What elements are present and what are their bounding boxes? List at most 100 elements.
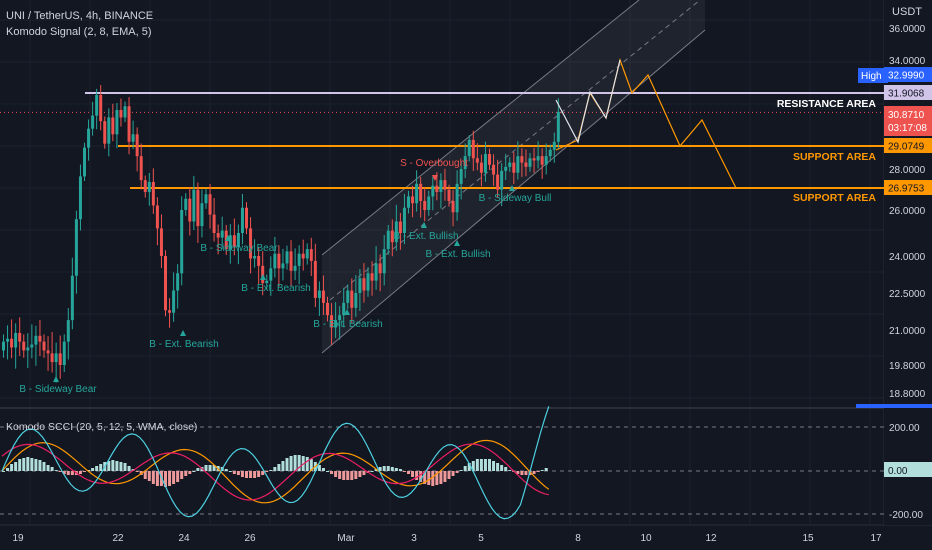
candle-body bbox=[548, 149, 552, 157]
support-area-label-1: SUPPORT AREA bbox=[793, 151, 876, 163]
histogram-bar bbox=[54, 470, 58, 471]
candle-body bbox=[103, 121, 107, 144]
candle-body bbox=[172, 290, 176, 313]
candle-body bbox=[317, 290, 321, 298]
signal-label-ext-bearish-2: B - Ext. Bearish bbox=[241, 283, 310, 294]
time-label: Mar bbox=[337, 533, 355, 544]
candle-body bbox=[95, 94, 99, 116]
candle-body bbox=[14, 332, 18, 348]
histogram-bar bbox=[196, 468, 200, 471]
histogram-bar bbox=[297, 455, 301, 471]
candle-body bbox=[451, 200, 455, 213]
histogram-bar bbox=[107, 461, 111, 471]
candle-body bbox=[479, 162, 483, 173]
histogram-bar bbox=[293, 455, 297, 471]
histogram-bar bbox=[330, 471, 334, 474]
histogram-bar bbox=[26, 457, 30, 471]
candle-body bbox=[398, 221, 402, 233]
candle-body bbox=[500, 170, 504, 190]
candle-body bbox=[204, 194, 208, 204]
candle-body bbox=[123, 106, 127, 118]
histogram-bar bbox=[504, 467, 508, 471]
signal-arrow bbox=[509, 185, 515, 191]
histogram-bar bbox=[62, 471, 66, 474]
histogram-bar bbox=[66, 471, 70, 475]
support-value-1-bg bbox=[884, 138, 932, 153]
histogram-bar bbox=[91, 468, 95, 471]
pane-handle bbox=[856, 404, 932, 408]
candle-body bbox=[512, 162, 516, 173]
candle-body bbox=[74, 219, 78, 276]
candle-body bbox=[232, 235, 236, 247]
histogram-bar bbox=[374, 469, 378, 471]
histogram-bar bbox=[184, 471, 188, 476]
histogram-bar bbox=[479, 459, 483, 471]
histogram-bar bbox=[127, 466, 131, 471]
candle-body bbox=[6, 338, 10, 342]
candle-body bbox=[54, 353, 58, 363]
price-tick: 36.0000 bbox=[889, 24, 926, 35]
current-price-bg bbox=[884, 106, 932, 136]
support-value-2: 26.9753 bbox=[888, 184, 925, 195]
histogram-bar bbox=[419, 471, 423, 482]
projection-path bbox=[555, 57, 737, 189]
candle-body bbox=[46, 350, 50, 354]
histogram-bar bbox=[119, 462, 123, 471]
candle-body bbox=[91, 115, 95, 129]
candle-body bbox=[277, 253, 281, 269]
candle-body bbox=[435, 185, 439, 192]
histogram-bar bbox=[135, 471, 139, 472]
candle-body bbox=[427, 196, 431, 210]
histogram-bar bbox=[58, 471, 62, 472]
histogram-bar bbox=[172, 471, 176, 484]
signal-arrow bbox=[53, 376, 59, 382]
candle-body bbox=[208, 194, 212, 215]
histogram-bar bbox=[492, 461, 496, 471]
candle-body bbox=[257, 256, 261, 266]
candle-body bbox=[374, 263, 378, 281]
candle-body bbox=[30, 344, 34, 348]
price-tick: 34.0000 bbox=[889, 56, 926, 67]
candle-body bbox=[504, 166, 508, 171]
candle-body bbox=[18, 332, 22, 342]
time-label: 12 bbox=[705, 533, 717, 544]
histogram-bar bbox=[398, 469, 402, 471]
time-axis: 19 22 24 26 Mar 3 5 8 10 12 15 17 bbox=[12, 533, 882, 544]
histogram-bar bbox=[467, 463, 471, 471]
histogram-bar bbox=[188, 471, 192, 474]
candle-body bbox=[338, 315, 342, 321]
candle-body bbox=[22, 341, 26, 351]
candle-body bbox=[411, 196, 415, 204]
candle-body bbox=[261, 265, 265, 284]
candle-body bbox=[463, 156, 467, 169]
candle-body bbox=[119, 109, 123, 118]
histogram-bar bbox=[411, 471, 415, 477]
histogram-bar bbox=[232, 471, 236, 474]
candle-body bbox=[334, 320, 338, 328]
candle-body bbox=[540, 156, 544, 165]
histogram-bar bbox=[281, 461, 285, 471]
signal-label-overbought: S - Overbought bbox=[400, 158, 468, 169]
candle-body bbox=[236, 233, 240, 247]
histogram-bar bbox=[386, 466, 390, 471]
time-label: 24 bbox=[178, 533, 190, 544]
histogram-bar bbox=[309, 459, 313, 471]
candle-body bbox=[127, 106, 131, 142]
candle-body bbox=[552, 141, 556, 150]
histogram-bar bbox=[249, 471, 253, 478]
histogram-bar bbox=[508, 470, 512, 471]
candle-body bbox=[350, 290, 354, 308]
osc-value-bg bbox=[884, 462, 932, 477]
candle-body bbox=[455, 183, 459, 213]
high-value: 32.9990 bbox=[888, 71, 925, 82]
price-tick: 18.8000 bbox=[889, 389, 926, 400]
currency-label: USDT bbox=[892, 6, 922, 18]
histogram-bar bbox=[143, 471, 147, 479]
histogram-bar bbox=[151, 471, 155, 484]
candle-body bbox=[78, 176, 82, 220]
grid bbox=[0, 0, 932, 526]
histogram-bar bbox=[520, 471, 524, 475]
histogram-bar bbox=[265, 471, 269, 472]
resistance-value-bg bbox=[884, 85, 932, 100]
